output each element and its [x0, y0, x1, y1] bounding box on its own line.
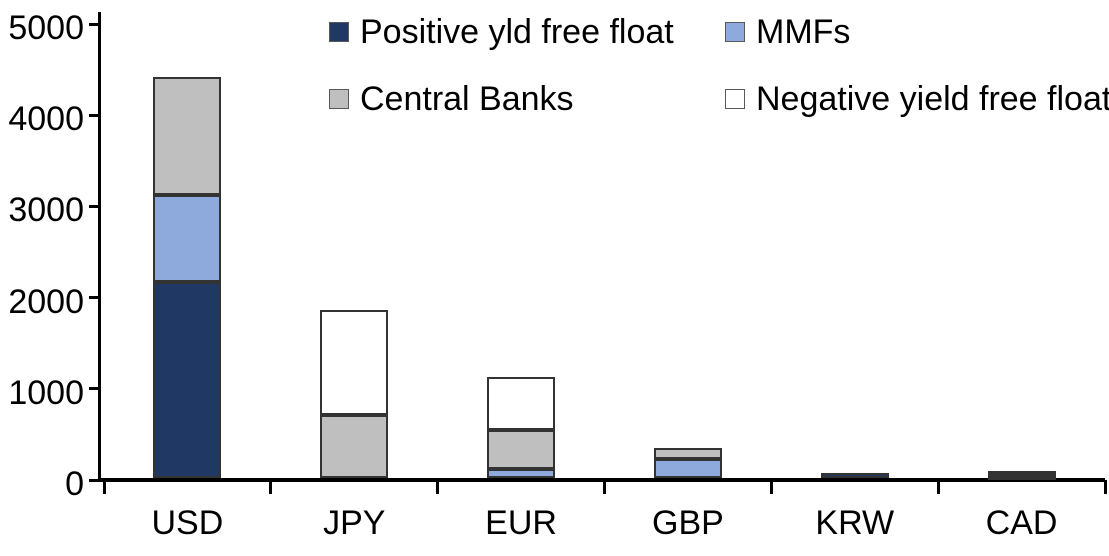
- bar-segment-jpy-central-banks: [320, 415, 389, 478]
- y-axis-tick-label: 0: [65, 465, 84, 503]
- legend-swatch-negative-yield-free-float: [725, 89, 745, 110]
- bar-segment-eur-negative-yield-free-float: [487, 376, 556, 430]
- x-axis-category-label-krw: KRW: [815, 504, 895, 542]
- x-axis-tick: [1103, 480, 1107, 494]
- legend-item-central-banks: Central Banks: [329, 79, 725, 120]
- y-axis: [98, 12, 101, 482]
- legend-label: MMFs: [756, 13, 851, 51]
- bar-segment-usd-positive-yld-free-float: [153, 281, 222, 478]
- bar-segment-eur-mmfs: [487, 468, 556, 478]
- bar-segment-gbp-central-banks: [653, 447, 722, 459]
- y-axis-tick: [89, 478, 101, 482]
- x-axis-category-label-gbp: GBP: [652, 504, 724, 542]
- chart-legend: Positive yld free float MMFs Central Ban…: [329, 12, 1109, 120]
- y-axis-tick: [89, 296, 101, 300]
- legend-label: Negative yield free float: [756, 79, 1109, 118]
- x-axis-tick: [936, 480, 940, 494]
- bar-segment-usd-central-banks: [153, 76, 222, 196]
- bar-segment-jpy-negative-yield-free-float: [320, 310, 389, 416]
- legend-label: Positive yld free float: [360, 13, 674, 51]
- y-axis-tick-label: 5000: [8, 9, 84, 47]
- legend-item-negative-yield-free-float: Negative yield free float: [725, 79, 1109, 120]
- bar-segment-usd-mmfs: [153, 195, 222, 282]
- bar-segment-krw-positive-yld-free-float: [820, 473, 889, 478]
- x-axis-tick: [436, 480, 440, 494]
- y-axis-tick: [89, 113, 101, 117]
- x-axis-tick: [102, 480, 106, 494]
- legend-swatch-mmfs: [725, 22, 745, 43]
- x-axis-category-label-jpy: JPY: [323, 504, 386, 542]
- x-axis-tick: [269, 480, 273, 494]
- legend-item-positive-yld-free-float: Positive yld free float: [329, 12, 725, 53]
- y-axis-tick: [89, 22, 101, 26]
- x-axis-category-label-eur: EUR: [485, 504, 557, 542]
- y-axis-tick-label: 1000: [8, 373, 84, 412]
- y-axis-tick: [89, 204, 101, 208]
- bar-segment-eur-central-banks: [487, 429, 556, 469]
- x-axis-category-label-cad: CAD: [985, 504, 1058, 542]
- y-axis-tick-label: 4000: [8, 100, 84, 139]
- x-axis-category-label-usd: USD: [151, 504, 224, 542]
- legend-swatch-positive-yld-free-float: [329, 22, 349, 43]
- legend-label: Central Banks: [360, 79, 574, 118]
- x-axis-tick: [769, 480, 773, 494]
- x-axis: [98, 478, 1105, 482]
- bar-segment-cad-central-banks: [987, 470, 1056, 475]
- y-axis-tick: [89, 387, 101, 391]
- x-axis-tick: [603, 480, 606, 494]
- bar-segment-gbp-mmfs: [653, 458, 722, 478]
- y-axis-tick-label: 3000: [8, 191, 84, 230]
- y-axis-tick-label: 2000: [8, 282, 84, 321]
- legend-swatch-central-banks: [329, 89, 349, 110]
- legend-item-mmfs: MMFs: [725, 12, 1109, 53]
